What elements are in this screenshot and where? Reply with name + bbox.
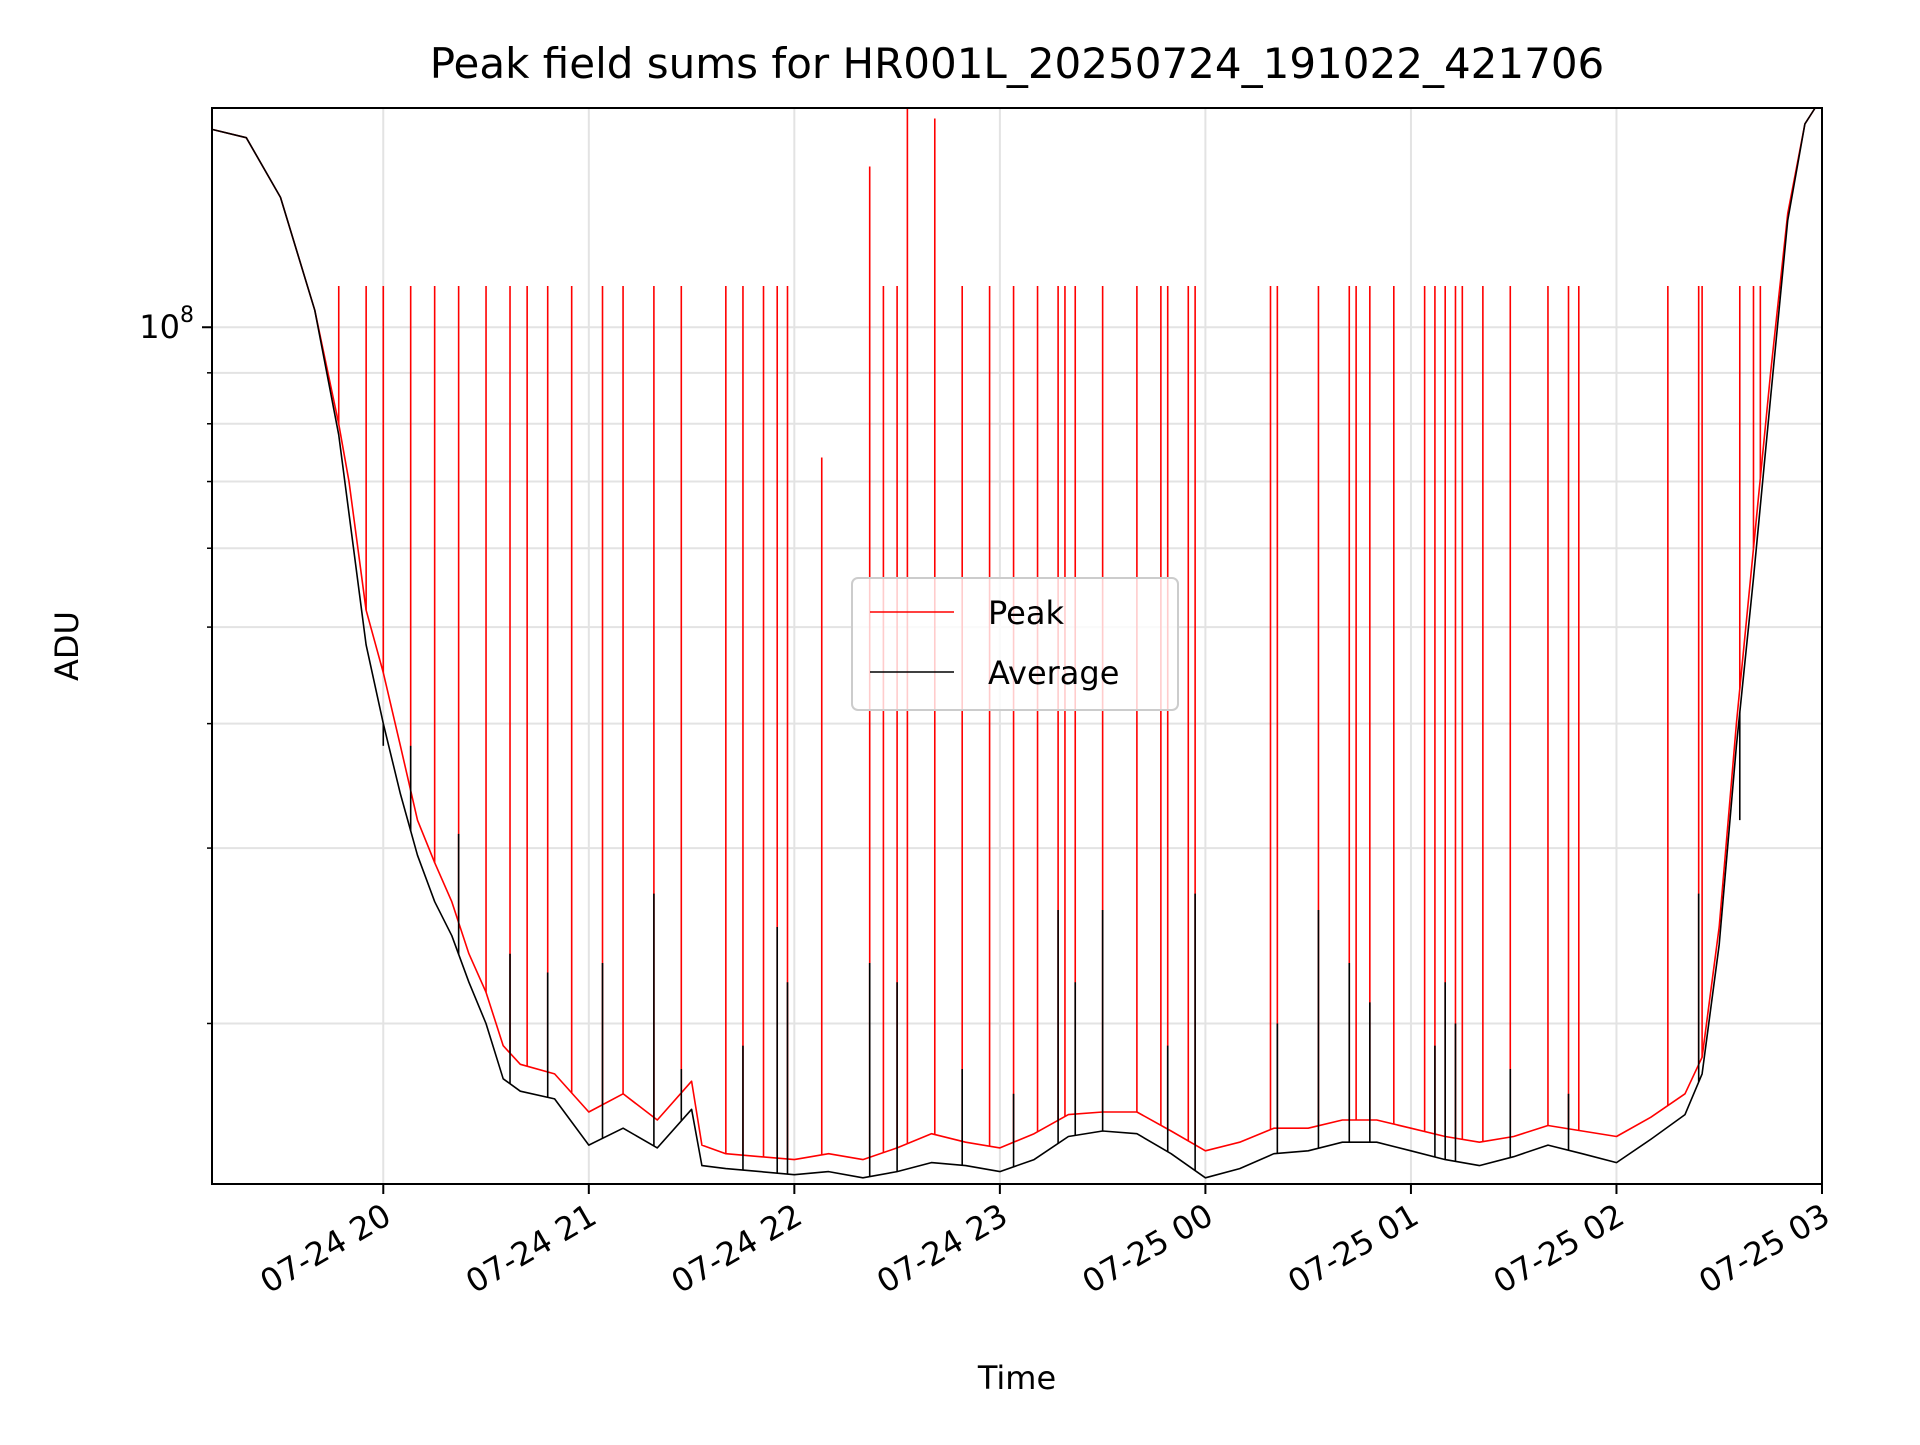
series-line-peak [211, 107, 1816, 1161]
y-axis-label: ADU [48, 611, 86, 681]
legend: Peak Average [851, 577, 1179, 711]
y-tick-label: 108 [139, 303, 194, 346]
plot-frame [211, 107, 1823, 1185]
legend-label-peak: Peak [988, 594, 1064, 632]
chart-title: Peak field sums for HR001L_20250724_1910… [430, 39, 1605, 88]
x-axis-label: Time [977, 1359, 1056, 1397]
legend-box [851, 577, 1179, 711]
series-line-average [211, 107, 1816, 1179]
legend-label-average: Average [988, 654, 1119, 692]
